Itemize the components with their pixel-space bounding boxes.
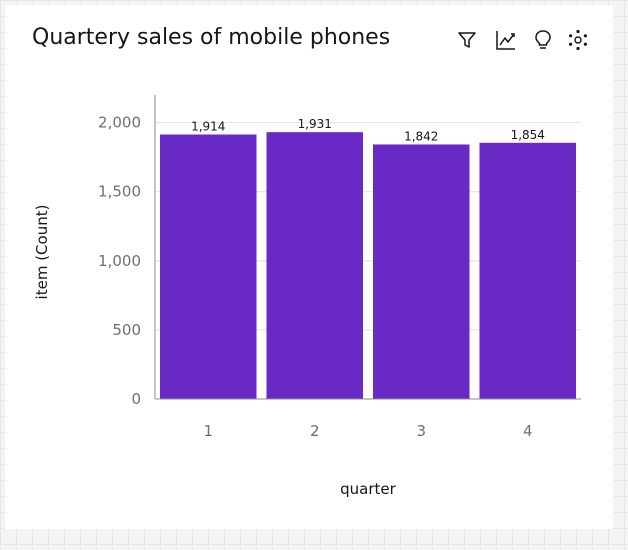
x-axis-title: quarter [340,480,396,498]
x-tick-label: 4 [523,422,533,440]
bars [160,132,576,399]
settings-icon[interactable] [565,27,591,53]
y-tick-label: 1,000 [98,252,141,270]
x-axis-ticks: 1 2 3 4 [203,422,532,440]
y-tick-label: 2,000 [98,114,141,132]
chart-card: Quartery sales of mobile phones [5,5,613,529]
bar-value-label: 1,914 [191,120,225,134]
y-tick-label: 1,500 [98,183,141,201]
y-tick-label: 0 [131,390,141,408]
x-tick-label: 3 [416,422,426,440]
bar-quarter-1[interactable] [160,134,257,399]
bar-value-label: 1,842 [404,129,438,143]
bar-chart: 0 500 1,000 1,500 2,000 1 2 3 4 1,914 1,931 1,842… [33,95,581,498]
x-tick-label: 2 [310,422,320,440]
lightbulb-icon[interactable] [530,27,556,53]
bar-quarter-2[interactable] [266,132,364,399]
bar-value-label: 1,854 [511,128,545,142]
bar-quarter-3[interactable] [373,144,470,399]
chart-title: Quartery sales of mobile phones [32,25,391,50]
y-axis-title: item (Count) [33,205,51,300]
trend-line-icon[interactable] [493,27,519,53]
filter-icon[interactable] [454,27,480,53]
bar-value-label: 1,931 [298,117,332,131]
bar-quarter-4[interactable] [479,142,577,399]
y-axis-ticks: 0 500 1,000 1,500 2,000 [98,114,141,408]
x-tick-label: 1 [203,422,213,440]
y-tick-label: 500 [112,321,141,339]
data-labels: 1,914 1,931 1,842 1,854 [191,117,545,143]
